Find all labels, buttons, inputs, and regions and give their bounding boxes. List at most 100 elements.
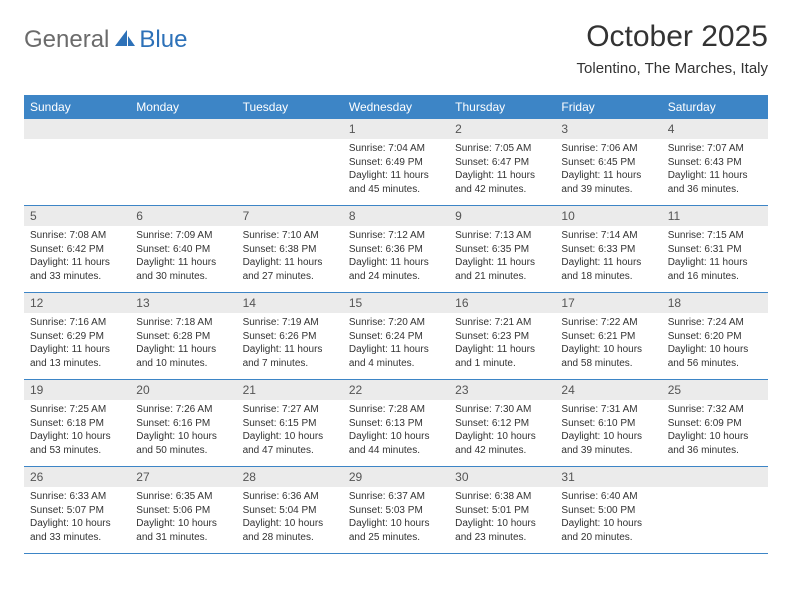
- day-number: 19: [24, 380, 130, 400]
- daylight-text: Daylight: 10 hours and 56 minutes.: [668, 343, 762, 370]
- day-cell: 28Sunrise: 6:36 AMSunset: 5:04 PMDayligh…: [237, 467, 343, 553]
- day-number: 22: [343, 380, 449, 400]
- sunrise-text: Sunrise: 7:15 AM: [668, 229, 762, 243]
- day-number: 17: [555, 293, 661, 313]
- day-content: Sunrise: 7:30 AMSunset: 6:12 PMDaylight:…: [449, 400, 555, 463]
- day-cell: [662, 467, 768, 553]
- sunrise-text: Sunrise: 7:12 AM: [349, 229, 443, 243]
- day-content: Sunrise: 7:10 AMSunset: 6:38 PMDaylight:…: [237, 226, 343, 289]
- day-number: 5: [24, 206, 130, 226]
- sunset-text: Sunset: 6:40 PM: [136, 243, 230, 257]
- day-content: Sunrise: 7:20 AMSunset: 6:24 PMDaylight:…: [343, 313, 449, 376]
- day-cell: 1Sunrise: 7:04 AMSunset: 6:49 PMDaylight…: [343, 119, 449, 205]
- month-title: October 2025: [577, 20, 768, 54]
- daylight-text: Daylight: 11 hours and 24 minutes.: [349, 256, 443, 283]
- daylight-text: Daylight: 11 hours and 36 minutes.: [668, 169, 762, 196]
- day-cell: 4Sunrise: 7:07 AMSunset: 6:43 PMDaylight…: [662, 119, 768, 205]
- daylight-text: Daylight: 10 hours and 39 minutes.: [561, 430, 655, 457]
- day-cell: 23Sunrise: 7:30 AMSunset: 6:12 PMDayligh…: [449, 380, 555, 466]
- sunset-text: Sunset: 6:31 PM: [668, 243, 762, 257]
- sunset-text: Sunset: 5:07 PM: [30, 504, 124, 518]
- day-cell: 12Sunrise: 7:16 AMSunset: 6:29 PMDayligh…: [24, 293, 130, 379]
- day-content: Sunrise: 7:27 AMSunset: 6:15 PMDaylight:…: [237, 400, 343, 463]
- day-content: Sunrise: 7:07 AMSunset: 6:43 PMDaylight:…: [662, 139, 768, 202]
- sunrise-text: Sunrise: 6:40 AM: [561, 490, 655, 504]
- daylight-text: Daylight: 11 hours and 30 minutes.: [136, 256, 230, 283]
- day-content: Sunrise: 7:04 AMSunset: 6:49 PMDaylight:…: [343, 139, 449, 202]
- sunset-text: Sunset: 6:45 PM: [561, 156, 655, 170]
- day-content: Sunrise: 7:32 AMSunset: 6:09 PMDaylight:…: [662, 400, 768, 463]
- daylight-text: Daylight: 10 hours and 58 minutes.: [561, 343, 655, 370]
- day-content: Sunrise: 6:33 AMSunset: 5:07 PMDaylight:…: [24, 487, 130, 550]
- day-cell: 3Sunrise: 7:06 AMSunset: 6:45 PMDaylight…: [555, 119, 661, 205]
- daylight-text: Daylight: 10 hours and 31 minutes.: [136, 517, 230, 544]
- sunrise-text: Sunrise: 7:19 AM: [243, 316, 337, 330]
- sunrise-text: Sunrise: 7:10 AM: [243, 229, 337, 243]
- sunset-text: Sunset: 5:03 PM: [349, 504, 443, 518]
- day-number: 14: [237, 293, 343, 313]
- day-number: 7: [237, 206, 343, 226]
- day-cell: 22Sunrise: 7:28 AMSunset: 6:13 PMDayligh…: [343, 380, 449, 466]
- sunset-text: Sunset: 6:35 PM: [455, 243, 549, 257]
- day-content: Sunrise: 7:22 AMSunset: 6:21 PMDaylight:…: [555, 313, 661, 376]
- week-row: 12Sunrise: 7:16 AMSunset: 6:29 PMDayligh…: [24, 293, 768, 380]
- sunset-text: Sunset: 6:16 PM: [136, 417, 230, 431]
- sunset-text: Sunset: 6:20 PM: [668, 330, 762, 344]
- day-number: 21: [237, 380, 343, 400]
- day-number: 15: [343, 293, 449, 313]
- sunset-text: Sunset: 6:15 PM: [243, 417, 337, 431]
- sunrise-text: Sunrise: 7:06 AM: [561, 142, 655, 156]
- day-number: 25: [662, 380, 768, 400]
- day-cell: [237, 119, 343, 205]
- calendar: SundayMondayTuesdayWednesdayThursdayFrid…: [24, 95, 768, 554]
- day-number: 3: [555, 119, 661, 139]
- sunset-text: Sunset: 5:06 PM: [136, 504, 230, 518]
- day-content: Sunrise: 7:28 AMSunset: 6:13 PMDaylight:…: [343, 400, 449, 463]
- sunrise-text: Sunrise: 7:24 AM: [668, 316, 762, 330]
- sunset-text: Sunset: 6:18 PM: [30, 417, 124, 431]
- daylight-text: Daylight: 10 hours and 44 minutes.: [349, 430, 443, 457]
- sunrise-text: Sunrise: 7:26 AM: [136, 403, 230, 417]
- week-row: 1Sunrise: 7:04 AMSunset: 6:49 PMDaylight…: [24, 119, 768, 206]
- weekday-header: Monday: [130, 95, 236, 119]
- day-cell: 11Sunrise: 7:15 AMSunset: 6:31 PMDayligh…: [662, 206, 768, 292]
- sunset-text: Sunset: 6:43 PM: [668, 156, 762, 170]
- daylight-text: Daylight: 11 hours and 10 minutes.: [136, 343, 230, 370]
- sunset-text: Sunset: 5:00 PM: [561, 504, 655, 518]
- sunrise-text: Sunrise: 7:31 AM: [561, 403, 655, 417]
- day-number: 6: [130, 206, 236, 226]
- daylight-text: Daylight: 11 hours and 27 minutes.: [243, 256, 337, 283]
- logo-text-general: General: [24, 26, 109, 54]
- sunrise-text: Sunrise: 7:20 AM: [349, 316, 443, 330]
- logo-sail-icon: [113, 28, 137, 53]
- week-row: 19Sunrise: 7:25 AMSunset: 6:18 PMDayligh…: [24, 380, 768, 467]
- day-content: Sunrise: 7:06 AMSunset: 6:45 PMDaylight:…: [555, 139, 661, 202]
- weekday-header: Friday: [555, 95, 661, 119]
- weekday-header: Sunday: [24, 95, 130, 119]
- day-content: Sunrise: 7:24 AMSunset: 6:20 PMDaylight:…: [662, 313, 768, 376]
- sunset-text: Sunset: 6:47 PM: [455, 156, 549, 170]
- sunrise-text: Sunrise: 7:21 AM: [455, 316, 549, 330]
- sunrise-text: Sunrise: 7:07 AM: [668, 142, 762, 156]
- logo: General Blue: [24, 26, 187, 54]
- day-cell: 31Sunrise: 6:40 AMSunset: 5:00 PMDayligh…: [555, 467, 661, 553]
- sunset-text: Sunset: 6:29 PM: [30, 330, 124, 344]
- day-cell: 13Sunrise: 7:18 AMSunset: 6:28 PMDayligh…: [130, 293, 236, 379]
- week-row: 5Sunrise: 7:08 AMSunset: 6:42 PMDaylight…: [24, 206, 768, 293]
- sunrise-text: Sunrise: 6:38 AM: [455, 490, 549, 504]
- sunset-text: Sunset: 5:04 PM: [243, 504, 337, 518]
- day-content: Sunrise: 7:13 AMSunset: 6:35 PMDaylight:…: [449, 226, 555, 289]
- day-number: 2: [449, 119, 555, 139]
- day-number: 29: [343, 467, 449, 487]
- day-number: 24: [555, 380, 661, 400]
- week-row: 26Sunrise: 6:33 AMSunset: 5:07 PMDayligh…: [24, 467, 768, 554]
- sunrise-text: Sunrise: 7:13 AM: [455, 229, 549, 243]
- daylight-text: Daylight: 11 hours and 33 minutes.: [30, 256, 124, 283]
- daylight-text: Daylight: 11 hours and 1 minute.: [455, 343, 549, 370]
- day-content: Sunrise: 7:14 AMSunset: 6:33 PMDaylight:…: [555, 226, 661, 289]
- day-cell: 15Sunrise: 7:20 AMSunset: 6:24 PMDayligh…: [343, 293, 449, 379]
- sunrise-text: Sunrise: 7:28 AM: [349, 403, 443, 417]
- day-content: Sunrise: 7:19 AMSunset: 6:26 PMDaylight:…: [237, 313, 343, 376]
- title-block: October 2025 Tolentino, The Marches, Ita…: [577, 20, 768, 77]
- weekday-header: Saturday: [662, 95, 768, 119]
